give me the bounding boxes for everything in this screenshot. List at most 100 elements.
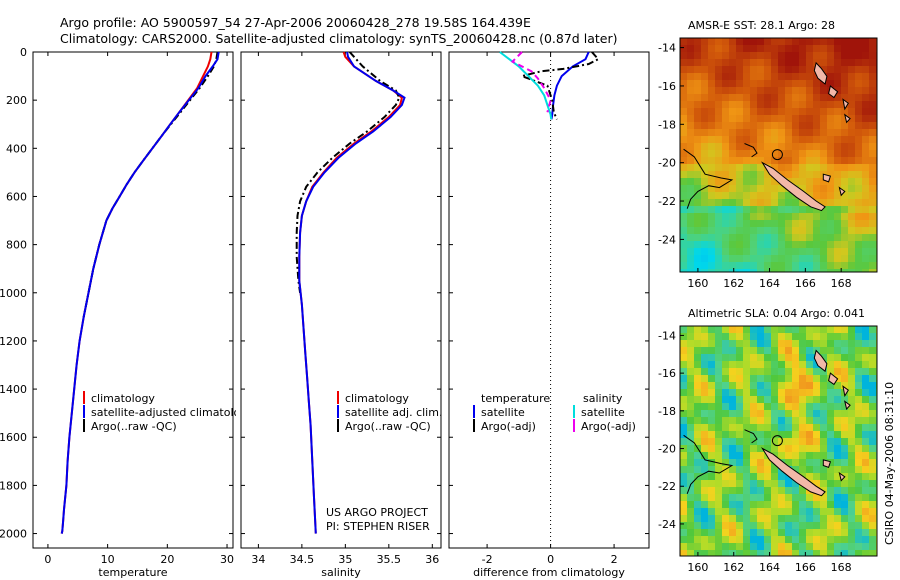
heat-cell <box>848 227 856 235</box>
heat-cell <box>799 129 807 137</box>
heat-cell <box>855 108 863 116</box>
heat-cell <box>715 185 723 193</box>
heat-cell <box>862 73 870 81</box>
heat-cell <box>715 480 723 488</box>
series-line-temperature-argo-adj <box>518 51 600 120</box>
lon-tick-label: 168 <box>831 277 852 290</box>
heat-cell <box>799 150 807 158</box>
heat-cell <box>708 45 716 53</box>
heat-cell <box>729 73 737 81</box>
heat-cell <box>785 543 793 551</box>
heat-cell <box>806 438 814 446</box>
heat-cell <box>848 361 856 369</box>
heat-cell <box>764 403 772 411</box>
heat-cell <box>855 529 863 537</box>
heat-cell <box>813 543 821 551</box>
heat-cell <box>701 452 709 460</box>
heat-cell <box>743 129 751 137</box>
heat-cell <box>799 220 807 228</box>
heat-cell <box>862 80 870 88</box>
heat-cell <box>687 164 695 172</box>
heat-cell <box>785 403 793 411</box>
heat-cell <box>813 241 821 249</box>
heat-cell <box>785 101 793 109</box>
heat-cell <box>820 248 828 256</box>
heat-cell <box>701 480 709 488</box>
heat-cell <box>708 438 716 446</box>
heat-cell <box>862 262 870 270</box>
heat-cell <box>708 108 716 116</box>
heat-cell <box>834 473 842 481</box>
heat-cell <box>792 101 800 109</box>
heat-cell <box>715 445 723 453</box>
heat-cell <box>708 122 716 130</box>
heat-cell <box>694 87 702 95</box>
heat-cell <box>757 269 765 273</box>
heat-cell <box>813 143 821 151</box>
heat-cell <box>869 150 877 158</box>
heat-cell <box>708 192 716 200</box>
heat-cell <box>778 101 786 109</box>
heat-cell <box>757 375 765 383</box>
heat-cell <box>743 375 751 383</box>
heat-cell <box>841 94 849 102</box>
heat-cell <box>827 45 835 53</box>
heat-cell <box>785 347 793 355</box>
heat-cell <box>799 508 807 516</box>
heat-cell <box>736 129 744 137</box>
heat-cell <box>834 431 842 439</box>
heat-cell <box>799 143 807 151</box>
heat-cell <box>764 157 772 165</box>
heat-cell <box>827 431 835 439</box>
heat-cell <box>750 45 758 53</box>
legend-label-argo: Argo(..raw -QC) <box>91 420 177 433</box>
heat-cell <box>806 122 814 130</box>
heat-cell <box>694 396 702 404</box>
heat-cell <box>855 333 863 341</box>
heat-cell <box>855 431 863 439</box>
heat-cell <box>680 136 688 144</box>
heat-cell <box>757 480 765 488</box>
heat-cell <box>834 396 842 404</box>
heat-cell <box>757 80 765 88</box>
heat-cell <box>834 80 842 88</box>
heat-cell <box>806 178 814 186</box>
heat-cell <box>778 389 786 397</box>
heat-cell <box>834 178 842 186</box>
heat-cell <box>701 389 709 397</box>
heat-cell <box>869 410 877 418</box>
heat-cell <box>757 326 765 334</box>
heat-cell <box>778 213 786 221</box>
heat-cell <box>715 333 723 341</box>
heat-cell <box>701 347 709 355</box>
heat-cell <box>736 424 744 432</box>
heat-cell <box>687 529 695 537</box>
heat-cell <box>694 213 702 221</box>
heat-cell <box>708 473 716 481</box>
heat-cell <box>785 269 793 273</box>
heat-cell <box>680 87 688 95</box>
heat-cell <box>855 515 863 523</box>
heat-cell <box>771 536 779 544</box>
heat-cell <box>764 431 772 439</box>
reef-contour <box>683 434 734 494</box>
heat-cell <box>715 192 723 200</box>
heat-cell <box>813 431 821 439</box>
heat-cell <box>778 59 786 67</box>
heat-cell <box>694 424 702 432</box>
heat-cell <box>820 150 828 158</box>
heat-cell <box>841 143 849 151</box>
heat-cell <box>855 396 863 404</box>
heat-cell <box>862 157 870 165</box>
heat-cell <box>736 487 744 495</box>
heat-cell <box>743 255 751 263</box>
sla-map: 160 162 164 166 168-14-16-18-20-22-24 <box>658 325 878 574</box>
heat-cell <box>729 473 737 481</box>
legend-header-temperature: temperature <box>481 392 550 405</box>
heat-cell <box>827 487 835 495</box>
y-tick-label: 1200 <box>0 335 27 348</box>
heat-cell <box>722 115 730 123</box>
heat-cell <box>862 410 870 418</box>
heat-cell <box>869 494 877 502</box>
heat-cell <box>750 452 758 460</box>
